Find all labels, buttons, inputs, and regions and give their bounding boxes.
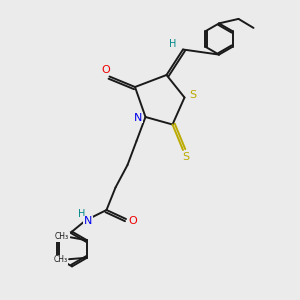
Text: O: O [128,215,137,226]
Text: N: N [134,112,142,123]
Text: N: N [84,216,92,226]
Text: CH₃: CH₃ [55,232,69,241]
Text: H: H [78,209,85,219]
Text: CH₃: CH₃ [54,255,68,264]
Text: S: S [182,152,190,163]
Text: S: S [189,89,197,100]
Text: O: O [101,65,110,75]
Text: H: H [169,38,176,49]
